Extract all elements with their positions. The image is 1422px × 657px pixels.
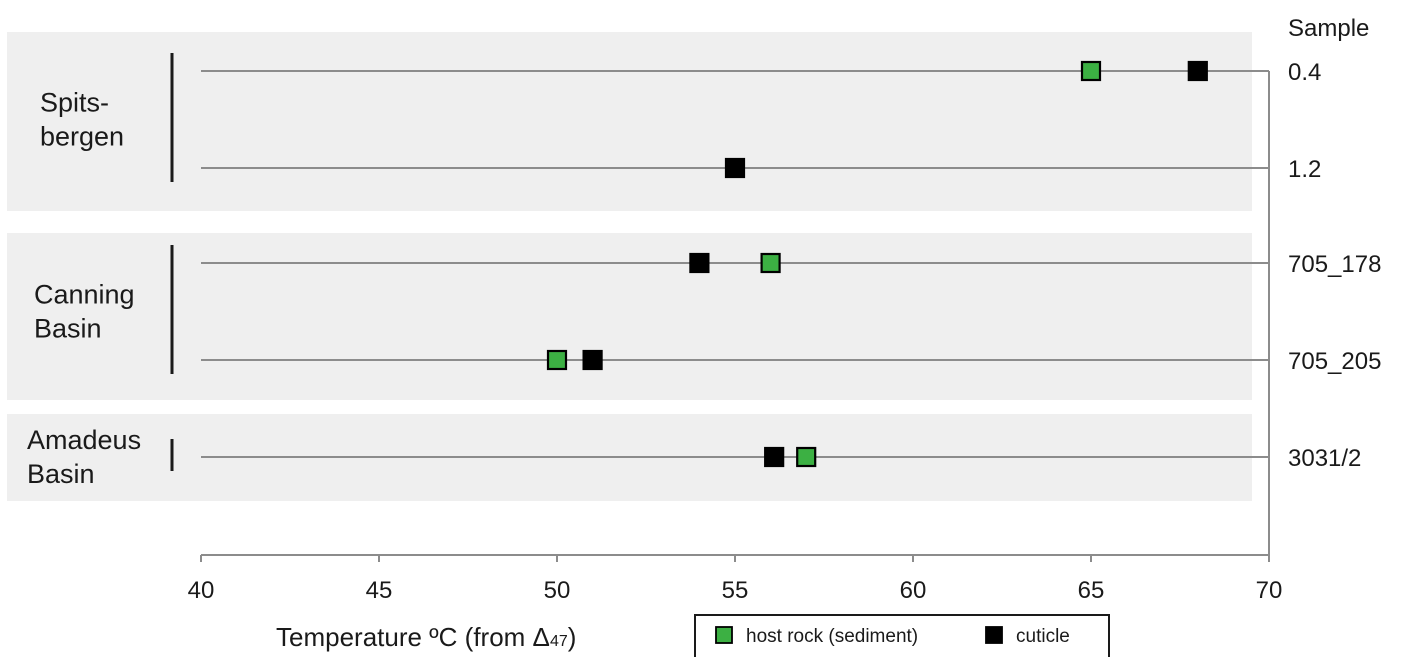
legend-swatch xyxy=(985,626,1003,644)
x-axis-title-main: Temperature ºC (from Δ xyxy=(276,622,550,652)
x-tick-label: 40 xyxy=(188,577,215,604)
group-band xyxy=(7,32,1252,211)
cuticle-point xyxy=(689,252,710,274)
group-label: Spits- xyxy=(40,88,109,118)
host-rock-point xyxy=(796,446,817,468)
legend-label: cuticle xyxy=(1016,626,1070,647)
x-axis: 40 45 50 55 60 65 70 xyxy=(188,554,1283,604)
group-band xyxy=(7,233,1252,400)
x-tick-label: 60 xyxy=(900,577,927,604)
host-rock-point xyxy=(760,252,781,274)
legend-swatch xyxy=(715,626,733,644)
x-tick-label: 70 xyxy=(1256,577,1283,604)
group-label: bergen xyxy=(40,122,124,152)
x-tick-label: 50 xyxy=(544,577,571,604)
sample-axis-title: Sample xyxy=(1288,15,1369,42)
x-axis-title-close: ) xyxy=(568,622,577,652)
cuticle-point xyxy=(764,446,785,468)
x-tick-label: 65 xyxy=(1078,577,1105,604)
sample-label: 3031/2 xyxy=(1288,445,1361,472)
group-label: Canning xyxy=(34,280,135,310)
group-bands xyxy=(7,32,1252,501)
x-tick-label: 55 xyxy=(722,577,749,604)
host-rock-point xyxy=(546,349,568,371)
sample-label: 0.4 xyxy=(1288,59,1321,86)
group-label: Amadeus xyxy=(27,425,141,455)
cuticle-point xyxy=(724,157,746,179)
x-axis-title: Temperature ºC (from Δ47) xyxy=(276,622,576,652)
sample-label: 1.2 xyxy=(1288,156,1321,183)
legend: host rock (sediment) cuticle xyxy=(694,614,1110,657)
sample-label: 705_205 xyxy=(1288,348,1381,375)
group-label: Basin xyxy=(27,459,95,489)
x-axis-title-subscript: 47 xyxy=(550,633,568,650)
group-labels: Spits-bergen Canning Basin Amadeus Basin xyxy=(27,53,174,489)
group-label: Basin xyxy=(34,314,102,344)
host-rock-point xyxy=(1080,60,1102,82)
cuticle-point xyxy=(1187,60,1208,82)
legend-label: host rock (sediment) xyxy=(746,626,918,647)
data-points xyxy=(546,60,1208,468)
sample-axis: Sample 0.4 1.2 705_178 705_205 3031/2 xyxy=(1268,15,1381,555)
cuticle-point xyxy=(582,349,603,371)
sample-label: 705_178 xyxy=(1288,251,1381,278)
x-tick-label: 45 xyxy=(366,577,393,604)
legend-box xyxy=(694,614,1110,657)
